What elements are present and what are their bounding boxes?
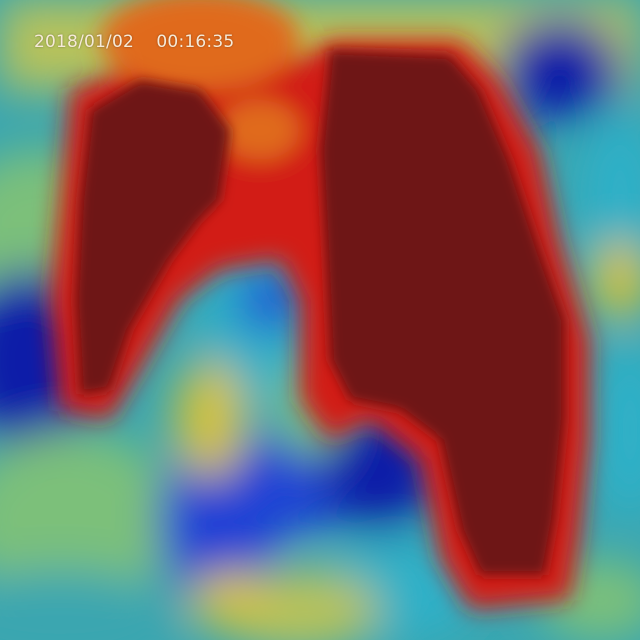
timestamp-time: 00:16:35 bbox=[156, 32, 235, 52]
timestamp-date: 2018/01/02 bbox=[34, 32, 134, 52]
timestamp-overlay: 2018/01/02 00:16:35 bbox=[34, 32, 234, 52]
heatmap-core bbox=[75, 50, 565, 575]
